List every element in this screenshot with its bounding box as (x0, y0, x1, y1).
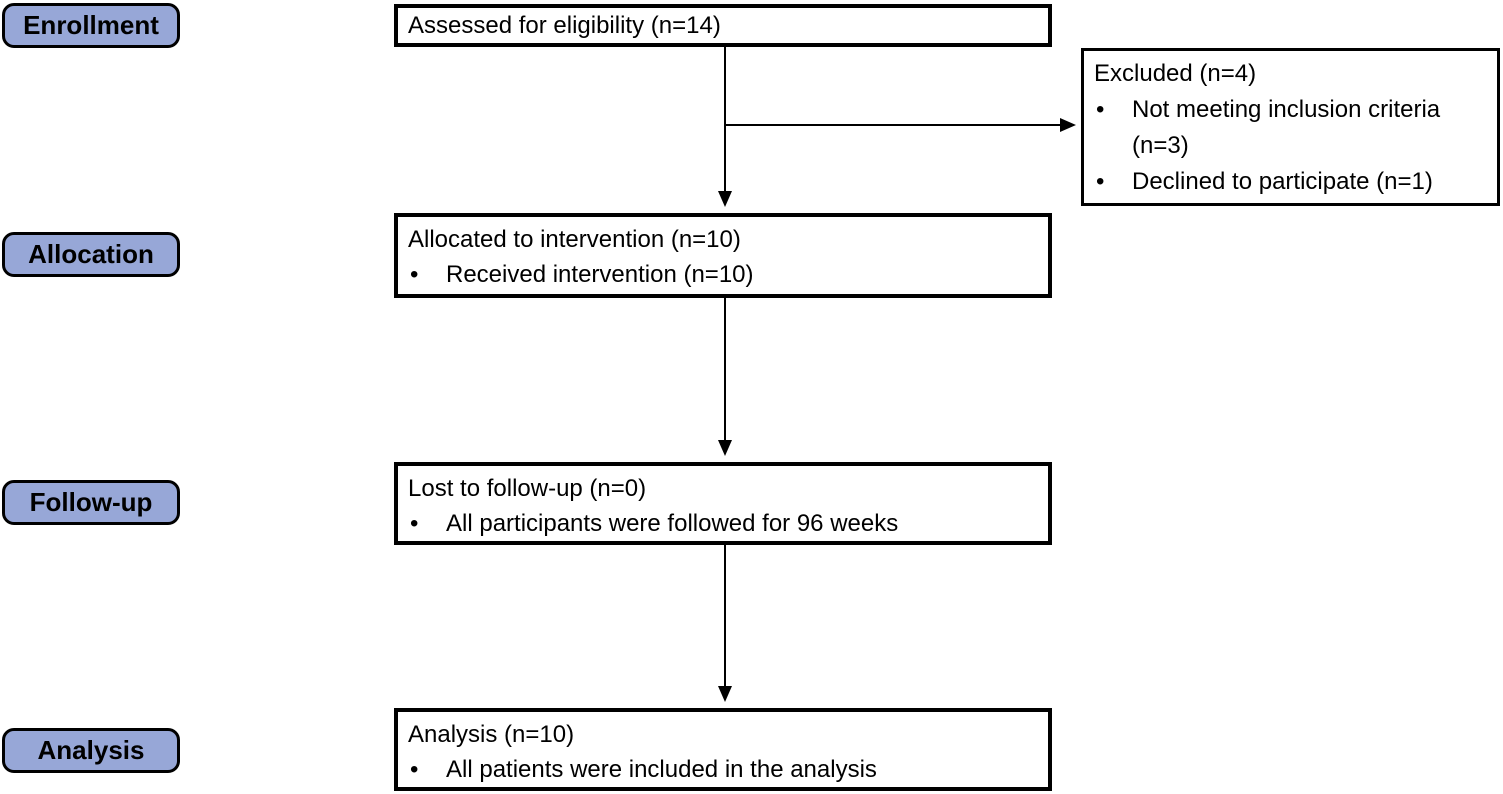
followup-bullet-1-text: All participants were followed for 96 we… (446, 510, 899, 537)
excluded-bullet-2-text: Declined to participate (n=1) (1132, 168, 1433, 195)
assessed-box-title: Assessed for eligibility (n=14) (408, 11, 721, 39)
bullet-icon: • (410, 756, 419, 783)
excluded-box: Excluded (n=4) • Not meeting inclusion c… (1081, 48, 1500, 206)
stage-badge-followup: Follow-up (2, 480, 180, 525)
arrow-allocated-to-followup-line (724, 298, 726, 441)
bullet-icon: • (1096, 96, 1105, 123)
arrow-to-excluded-head-icon (1060, 118, 1076, 132)
excluded-bullet-1-text: Not meeting inclusion criteria (n=3) (1132, 96, 1441, 159)
analysis-bullet-1-text: All patients were included in the analys… (446, 756, 877, 783)
analysis-box: Analysis (n=10) • All patients were incl… (394, 708, 1052, 791)
analysis-box-title: Analysis (n=10) (408, 721, 575, 748)
followup-box-title: Lost to follow-up (n=0) (408, 475, 647, 502)
arrow-allocated-to-followup-head-icon (718, 440, 732, 456)
arrow-to-excluded-line (725, 124, 1062, 126)
arrow-assessed-to-allocated-line (724, 47, 726, 192)
stage-badge-analysis: Analysis (2, 728, 180, 773)
excluded-bullet-1: • Not meeting inclusion criteria (n=3) (1084, 92, 1497, 164)
excluded-box-title: Excluded (n=4) (1094, 60, 1257, 87)
followup-bullet-1: • All participants were followed for 96 … (398, 506, 1048, 541)
excluded-bullet-2: • Declined to participate (n=1) (1084, 164, 1497, 200)
arrow-assessed-to-allocated-head-icon (718, 191, 732, 207)
bullet-icon: • (410, 261, 419, 288)
arrow-followup-to-analysis-line (724, 545, 726, 687)
stage-badge-allocation: Allocation (2, 232, 180, 277)
allocated-box-title: Allocated to intervention (n=10) (408, 226, 741, 253)
followup-box: Lost to follow-up (n=0) • All participan… (394, 462, 1052, 545)
assessed-box: Assessed for eligibility (n=14) (394, 4, 1052, 47)
arrow-followup-to-analysis-head-icon (718, 686, 732, 702)
allocated-box: Allocated to intervention (n=10) • Recei… (394, 213, 1052, 298)
allocated-bullet-1: • Received intervention (n=10) (398, 257, 1048, 292)
allocated-bullet-1-text: Received intervention (n=10) (446, 261, 754, 288)
bullet-icon: • (410, 510, 419, 537)
analysis-bullet-1: • All patients were included in the anal… (398, 752, 1048, 787)
bullet-icon: • (1096, 168, 1105, 195)
stage-badge-enrollment: Enrollment (2, 3, 180, 48)
